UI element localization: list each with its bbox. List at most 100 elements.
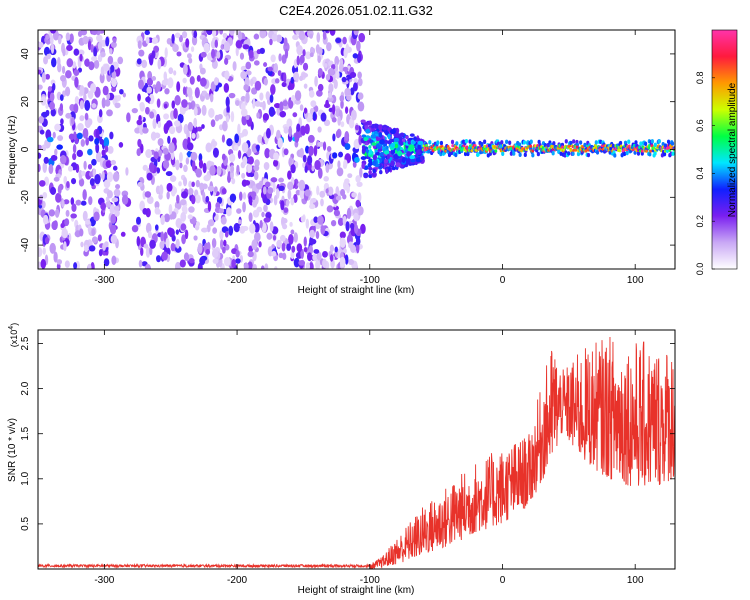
spectrogram-cell bbox=[95, 143, 100, 154]
spectrogram-cell bbox=[40, 258, 47, 269]
y-tick-label: 1.5 bbox=[20, 426, 31, 440]
spectrogram-cell bbox=[245, 92, 250, 104]
spectrogram-cell bbox=[137, 181, 143, 188]
spectrogram-cell bbox=[279, 234, 286, 242]
spectrogram-cell bbox=[317, 67, 323, 77]
spectrogram-cell bbox=[264, 181, 271, 188]
spectrogram-cell bbox=[360, 119, 366, 124]
spectrogram-cell bbox=[290, 197, 295, 206]
spectrogram-cell bbox=[104, 145, 109, 153]
spectrogram-cell bbox=[57, 35, 62, 45]
spectrogram-cell bbox=[38, 247, 43, 257]
spectrogram-cell bbox=[213, 186, 218, 193]
spectrogram-cell bbox=[536, 151, 540, 157]
spectrogram-cell bbox=[205, 195, 210, 203]
spectrogram-cell bbox=[228, 225, 234, 236]
spectrogram-cell bbox=[289, 156, 293, 164]
spectrogram-cell bbox=[277, 137, 283, 148]
spectrogram-cell bbox=[325, 99, 329, 109]
spectrogram-cell bbox=[184, 229, 189, 240]
spectrogram-cell bbox=[49, 242, 56, 254]
spectrogram-cell bbox=[87, 40, 92, 51]
spectrogram-cell bbox=[221, 188, 227, 195]
spectrogram-cell bbox=[83, 244, 89, 253]
spectrogram-cell bbox=[80, 170, 86, 176]
spectrogram-cell bbox=[609, 146, 613, 151]
spectrogram-cell bbox=[199, 182, 204, 191]
spectrogram-cell bbox=[259, 219, 263, 229]
spectrogram-cell bbox=[302, 49, 306, 57]
spectrogram-cell bbox=[146, 196, 154, 205]
spectrogram-cell bbox=[222, 246, 226, 254]
spectrogram-cell bbox=[230, 111, 235, 123]
spectrogram-cell bbox=[178, 181, 182, 187]
spectrogram-cell bbox=[334, 246, 338, 253]
spectrogram-cell bbox=[661, 141, 665, 147]
spectrogram-cell bbox=[283, 207, 289, 213]
spectrogram-cell bbox=[153, 45, 160, 53]
spectrogram-cell bbox=[275, 34, 283, 43]
spectrogram-cell bbox=[315, 44, 320, 54]
spectrogram-cell bbox=[191, 195, 196, 205]
spectrogram-cell bbox=[287, 84, 292, 91]
spectrogram-cell bbox=[38, 144, 43, 150]
spectrogram-cell bbox=[188, 57, 193, 64]
spectrogram-cell bbox=[173, 108, 178, 120]
spectrogram-cell bbox=[69, 33, 74, 44]
spectrogram-cell bbox=[465, 145, 469, 149]
spectrogram-cell bbox=[360, 223, 366, 235]
spectrogram-cell bbox=[110, 234, 118, 244]
spectrogram-cell bbox=[168, 67, 174, 75]
spectrogram-cell bbox=[181, 234, 186, 245]
spectrogram-cell bbox=[44, 237, 50, 245]
spectrogram-cell bbox=[254, 159, 260, 167]
spectrogram-cell bbox=[188, 180, 193, 189]
y-tick-label: 2.0 bbox=[20, 381, 31, 395]
spectrogram-cell bbox=[90, 56, 98, 62]
spectrogram-cell bbox=[48, 163, 54, 175]
spectrogram-cell bbox=[357, 78, 363, 87]
spectrogram-cell bbox=[512, 151, 516, 156]
spectrogram-cell bbox=[110, 41, 117, 48]
spectrogram-cell bbox=[46, 53, 51, 60]
spectrogram-cell bbox=[103, 63, 110, 72]
spectrogram-cell bbox=[131, 107, 138, 114]
spectrogram-cell bbox=[221, 153, 226, 161]
spectrogram-cell bbox=[196, 75, 201, 82]
spectrogram-cell bbox=[262, 112, 270, 121]
spectrogram-cell bbox=[164, 47, 168, 59]
spectrogram-cell bbox=[350, 244, 357, 253]
spectrogram-cell bbox=[271, 250, 277, 257]
spectrogram-cell bbox=[185, 157, 190, 165]
x-tick-label: -200 bbox=[227, 575, 247, 586]
spectrogram-cell bbox=[256, 144, 260, 152]
spectrogram-cell bbox=[147, 230, 153, 239]
spectrogram-cell bbox=[331, 104, 336, 115]
spectrogram-cell bbox=[357, 71, 362, 79]
spectrogram-cell bbox=[293, 71, 300, 81]
spectrogram-cell bbox=[346, 207, 352, 220]
spectrogram-cell bbox=[80, 200, 87, 206]
spectrogram-cell bbox=[317, 83, 324, 92]
spectrogram-cell bbox=[73, 262, 78, 269]
spectrogram-cell bbox=[564, 139, 568, 144]
spectrogram-cell bbox=[345, 221, 350, 232]
spectrogram-cell bbox=[220, 238, 224, 250]
spectrogram-cell bbox=[113, 188, 121, 197]
spectrogram-cell bbox=[56, 259, 63, 265]
spectrogram-cell bbox=[91, 228, 96, 237]
spectrogram-cell bbox=[232, 61, 237, 71]
spectrogram-cell bbox=[248, 212, 253, 223]
spectrogram-cell bbox=[305, 51, 312, 60]
spectrogram-cell bbox=[111, 78, 117, 88]
spectrogram-cell bbox=[200, 51, 207, 58]
spectrogram-cell bbox=[375, 152, 379, 156]
spectrogram-cell bbox=[145, 246, 151, 258]
spectrogram-cell bbox=[311, 197, 317, 203]
spectrogram-cell bbox=[316, 89, 323, 97]
spectrogram-cell bbox=[193, 117, 198, 128]
spectrogram-cell bbox=[317, 126, 322, 133]
spectrogram-cell bbox=[221, 134, 226, 143]
spectrogram-cell bbox=[41, 72, 46, 83]
x-tick-label: -200 bbox=[227, 275, 247, 286]
